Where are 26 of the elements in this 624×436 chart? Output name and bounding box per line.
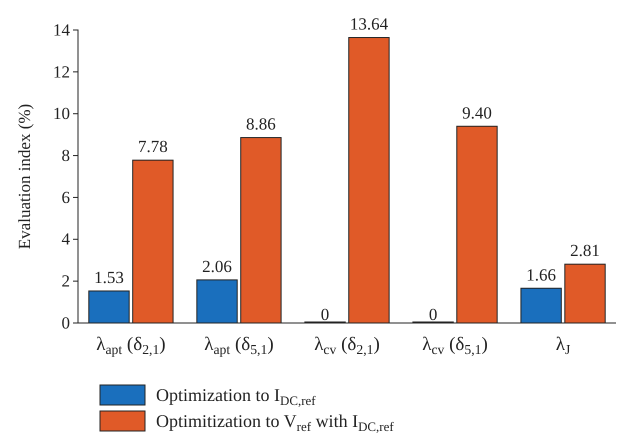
x-tick-label: λ$_{apt}$ (δ$_{5,1}$) (204, 334, 274, 357)
x-tick-label: λ$_{apt}$ (δ$_{2,1}$) (96, 334, 166, 357)
x-tick-label: λ$_{cv}$ (δ$_{2,1}$) (314, 334, 380, 357)
x-tick-label: λ$_{cv}$ (δ$_{5,1}$) (422, 334, 488, 357)
y-tick-label: 12 (53, 62, 70, 82)
y-tick-label: 6 (62, 188, 70, 207)
data-label: 0 (320, 305, 330, 324)
y-tick-label: 10 (53, 104, 70, 124)
y-tick-label: 14 (53, 20, 70, 40)
y-tick-label: 8 (62, 146, 70, 166)
legend-label: Optimization to I$_{DC,ref}$ (156, 385, 316, 408)
y-tick-label: 4 (62, 230, 70, 249)
legend-label: Optimitization to V$_{ref}$ with I$_{DC,ref}$ (156, 411, 394, 434)
y-tick-label: 2 (62, 272, 70, 291)
y-axis-title: Evaluation index (%) (15, 104, 34, 250)
data-label: 9.40 (462, 103, 492, 122)
x-tick-label: λ$_{J}$ (556, 334, 572, 357)
data-label: 8.86 (246, 114, 276, 134)
data-label: 1.66 (526, 265, 556, 284)
data-label: 0 (428, 305, 438, 324)
data-label: 7.78 (138, 137, 168, 156)
y-tick-label: 0 (62, 313, 70, 332)
data-label: 13.64 (350, 14, 389, 34)
data-label: 2.06 (202, 256, 232, 276)
data-label: 2.81 (570, 241, 600, 260)
data-label: 1.53 (94, 268, 124, 287)
